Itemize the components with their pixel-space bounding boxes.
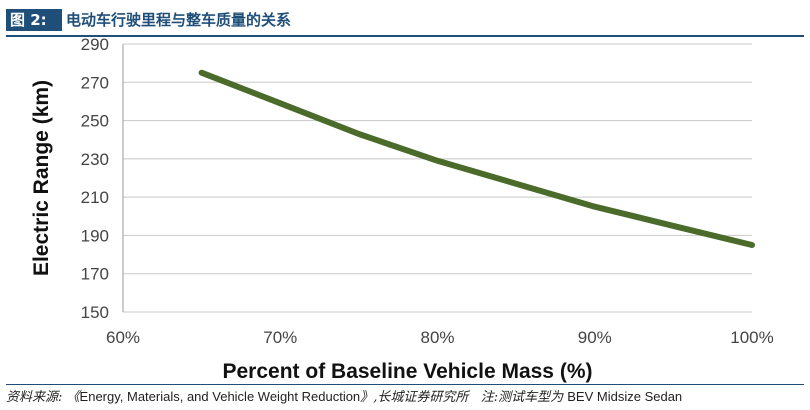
y-tick-label: 170	[81, 265, 109, 284]
y-tick-label: 230	[81, 150, 109, 169]
y-tick-label: 250	[81, 112, 109, 131]
x-tick-label: 100%	[730, 328, 773, 347]
header-divider	[6, 35, 804, 37]
range-vs-mass-chart: 150 170 190 210 230 250 270 290 60% 70% 80% 90% 100%…	[30, 36, 774, 383]
x-tick-label: 90%	[578, 328, 612, 347]
source-reference: Energy, Materials, and Vehicle Weight Re…	[79, 389, 361, 404]
y-tick-label: 270	[81, 73, 109, 92]
source-prefix: 资料来源:	[6, 390, 63, 405]
y-tick-label: 190	[81, 226, 109, 245]
figure-title: 电动车行驶里程与整车质量的关系	[66, 11, 292, 29]
y-axis-title: Electric Range (km)	[30, 80, 53, 276]
source-note-label: 注:测试车型为	[480, 390, 564, 405]
source-divider	[6, 384, 804, 385]
chart: 150 170 190 210 230 250 270 290 60% 70% 80% 90% 100%…	[0, 36, 810, 386]
source-close-quote: 》	[360, 390, 374, 405]
range-series-line	[198, 69, 755, 248]
y-tick-label: 210	[81, 188, 109, 207]
x-axis-title: Percent of Baseline Vehicle Mass (%)	[223, 360, 593, 383]
y-tick-label: 150	[81, 303, 109, 322]
x-tick-label: 60%	[106, 328, 140, 347]
source-note: 资料来源: 《Energy, Materials, and Vehicle We…	[6, 388, 682, 407]
figure-label: 图 2:	[6, 9, 62, 31]
y-tick-label: 290	[81, 36, 109, 54]
source-publisher: ,长城证券研究所	[373, 390, 469, 405]
source-note-model: BEV Midsize Sedan	[567, 389, 683, 404]
source-open-quote: 《	[66, 390, 80, 405]
figure-header: 图 2: 电动车行驶里程与整车质量的关系	[0, 0, 810, 37]
x-tick-label: 80%	[420, 328, 454, 347]
x-tick-label: 70%	[263, 328, 297, 347]
